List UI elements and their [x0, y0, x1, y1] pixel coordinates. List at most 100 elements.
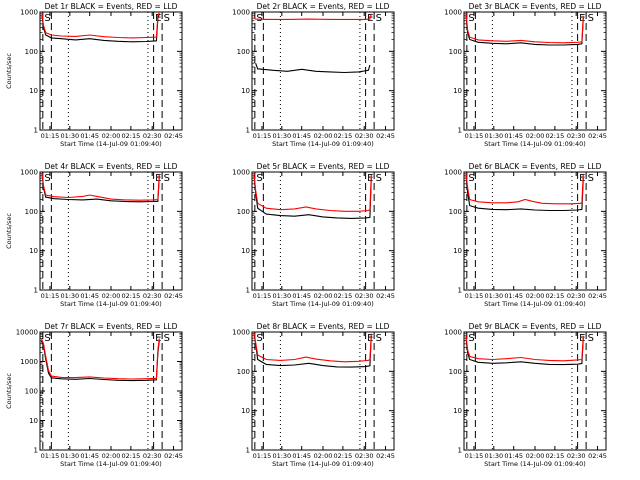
x-tick-label: 01:45: [504, 292, 523, 300]
event-marker-label: S: [376, 13, 382, 24]
series-line: [253, 333, 372, 368]
series-line: [40, 340, 160, 382]
y-tick-label: 1000: [444, 329, 462, 337]
x-tick-label: 02:45: [376, 132, 395, 140]
y-tick-label: 1: [246, 287, 250, 295]
y-axis-label: Counts/sec: [5, 373, 13, 409]
event-marker-label: E: [367, 173, 373, 184]
series-line: [253, 175, 372, 219]
y-tick-label: 10: [241, 247, 250, 255]
x-tick-label: 01:30: [272, 452, 291, 460]
y-axis-label: Counts/sec: [5, 53, 13, 89]
x-tick-label: 02:00: [102, 452, 121, 460]
x-tick-label: 02:15: [334, 292, 353, 300]
event-marker-label: E: [155, 333, 161, 344]
x-tick-label: 01:45: [80, 292, 99, 300]
event-marker-label: S: [164, 13, 170, 24]
x-tick-label: 02:15: [546, 132, 565, 140]
y-tick-label: 10: [29, 417, 38, 425]
series-line: [465, 338, 584, 366]
chart-title: Det 2r BLACK = Events, RED = LLD: [257, 2, 390, 11]
x-tick-label: 02:30: [143, 452, 162, 460]
event-marker-label: E: [579, 13, 585, 24]
y-tick-label: 1000: [444, 169, 462, 177]
x-tick-label: 01:15: [465, 292, 484, 300]
event-marker-label: E: [155, 173, 161, 184]
y-tick-label: 1: [34, 287, 38, 295]
x-tick-label: 02:45: [588, 452, 607, 460]
x-tick-label: 01:30: [484, 452, 503, 460]
x-tick-label: 02:00: [314, 292, 333, 300]
x-tick-label: 02:30: [567, 132, 586, 140]
event-marker-label: S: [164, 173, 170, 184]
x-tick-label: 02:30: [567, 292, 586, 300]
event-marker-label: S: [588, 173, 594, 184]
x-tick-label: 02:45: [376, 452, 395, 460]
event-marker-label: S: [588, 333, 594, 344]
y-tick-label: 1000: [20, 169, 38, 177]
event-marker-label: S: [44, 173, 50, 184]
x-tick-label: 01:30: [272, 292, 291, 300]
x-axis-label: Start Time (14-Jul-09 01:09:40): [484, 460, 586, 468]
y-tick-label: 10: [29, 247, 38, 255]
x-tick-label: 01:15: [253, 132, 272, 140]
x-tick-label: 02:45: [588, 132, 607, 140]
y-tick-label: 1000: [444, 9, 462, 17]
chart-title: Det 5r BLACK = Events, RED = LLD: [257, 162, 390, 171]
series-line: [41, 13, 160, 43]
x-tick-label: 01:15: [41, 452, 60, 460]
y-tick-label: 1000: [232, 329, 250, 337]
x-tick-label: 02:30: [355, 452, 374, 460]
event-marker-label: S: [256, 333, 262, 344]
y-tick-label: 100: [25, 208, 38, 216]
x-tick-label: 01:45: [292, 132, 311, 140]
x-tick-label: 02:45: [376, 292, 395, 300]
plot-frame: [39, 331, 183, 451]
x-tick-label: 01:15: [465, 452, 484, 460]
chart-title: Det 7r BLACK = Events, RED = LLD: [45, 322, 178, 331]
chart-panel: Det 9r BLACK = Events, RED = LLD 1 10 100 10…: [444, 322, 607, 468]
plot-frame: [463, 171, 607, 291]
event-marker-label: S: [376, 333, 382, 344]
y-tick-label: 1000: [232, 9, 250, 17]
y-tick-label: 100: [237, 48, 250, 56]
x-tick-label: 02:00: [314, 132, 333, 140]
chart-panel: Det 7r BLACK = Events, RED = LLD 1 10 100 10…: [5, 322, 183, 468]
chart-title: Det 6r BLACK = Events, RED = LLD: [469, 162, 602, 171]
chart-title: Det 4r BLACK = Events, RED = LLD: [45, 162, 178, 171]
x-tick-label: 02:45: [588, 292, 607, 300]
x-tick-label: 02:30: [143, 292, 162, 300]
y-tick-label: 10000: [16, 329, 38, 337]
x-tick-label: 01:15: [253, 292, 272, 300]
y-tick-label: 1: [34, 447, 38, 455]
y-tick-label: 1: [458, 287, 462, 295]
x-tick-label: 02:45: [164, 452, 183, 460]
event-marker-label: S: [468, 173, 474, 184]
plot-frame: [251, 331, 395, 451]
chart-panel: Det 6r BLACK = Events, RED = LLD 1 10 100 10…: [444, 162, 607, 308]
series-line: [41, 173, 160, 203]
chart-title: Det 1r BLACK = Events, RED = LLD: [45, 2, 178, 11]
event-marker-label: S: [164, 333, 170, 344]
event-marker-label: E: [367, 333, 373, 344]
x-axis-label: Start Time (14-Jul-09 01:09:40): [484, 140, 586, 148]
x-tick-label: 01:30: [60, 452, 79, 460]
y-tick-label: 10: [453, 247, 462, 255]
plot-frame: [463, 331, 607, 451]
y-tick-label: 10: [241, 87, 250, 95]
event-marker-label: S: [468, 333, 474, 344]
x-tick-label: 02:15: [122, 452, 141, 460]
y-axis-label: Counts/sec: [5, 213, 13, 249]
x-tick-label: 02:15: [122, 292, 141, 300]
x-tick-label: 02:00: [526, 132, 545, 140]
x-tick-label: 02:15: [334, 132, 353, 140]
series-line: [255, 63, 371, 74]
x-axis-label: Start Time (14-Jul-09 01:09:40): [484, 300, 586, 308]
series-line: [465, 13, 584, 44]
y-tick-label: 100: [25, 388, 38, 396]
chart-panel: Det 5r BLACK = Events, RED = LLD 1 10 100 10…: [232, 162, 395, 308]
plot-frame: [251, 171, 395, 291]
event-marker-label: S: [256, 13, 262, 24]
x-tick-label: 02:30: [355, 292, 374, 300]
y-tick-label: 10: [29, 87, 38, 95]
